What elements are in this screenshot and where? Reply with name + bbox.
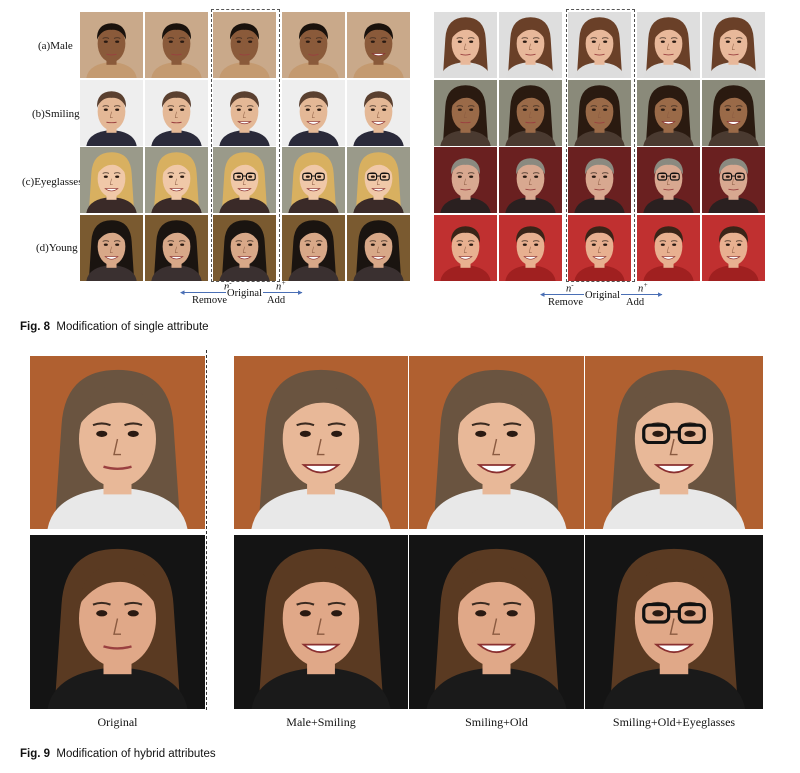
face-image (234, 535, 408, 709)
face-image (702, 80, 765, 146)
column-label-smiling-old: Smiling+Old (465, 715, 528, 729)
face-image (80, 12, 143, 78)
row-label-eyeglasses: (c)Eyeglasses (22, 176, 83, 188)
attribute-axis-right: ◂ ▸ n- n+ Remove Original Add (540, 281, 670, 308)
face-image (585, 356, 763, 529)
face-image (499, 80, 562, 146)
attribute-axis-left: ◂ ▸ n- n+ Remove Original Add (180, 279, 310, 306)
face-image (499, 147, 562, 213)
face-image (637, 80, 700, 146)
face-image (234, 356, 408, 529)
face-image (637, 12, 700, 78)
face-image (282, 80, 345, 146)
figure-9-caption: Fig. 9 Modification of hybrid attributes (20, 748, 216, 760)
original-label: Original (584, 290, 621, 301)
remove-label: Remove (192, 295, 227, 306)
face-image (347, 80, 410, 146)
face-image (80, 215, 143, 281)
face-image (347, 147, 410, 213)
face-image (434, 12, 497, 78)
column-label-original: Original (97, 715, 138, 729)
face-image (145, 147, 208, 213)
face-image (145, 80, 208, 146)
face-image (434, 215, 497, 281)
face-image (213, 12, 276, 78)
face-image (637, 147, 700, 213)
neg-direction-symbol: n (566, 283, 572, 295)
face-image (434, 147, 497, 213)
original-label: Original (226, 288, 263, 299)
face-image (213, 215, 276, 281)
face-image (145, 215, 208, 281)
face-image (145, 12, 208, 78)
arrow-right-icon: ▸ (298, 287, 303, 297)
face-image (637, 215, 700, 281)
figure-9-number: Fig. 9 (20, 748, 51, 760)
row-label-male: (a)Male (38, 40, 73, 52)
row-label-smiling: (b)Smiling (32, 108, 80, 120)
pos-direction-symbol: n (276, 281, 282, 293)
arrow-right-icon: ▸ (658, 289, 663, 299)
pos-direction-symbol: n (638, 283, 644, 295)
neg-direction-sup: - (571, 281, 574, 289)
face-image (213, 80, 276, 146)
face-image (434, 80, 497, 146)
figure-8-caption-text: Modification of single attribute (56, 321, 209, 333)
pos-direction-sup: + (643, 281, 648, 289)
column-label-smiling-old-eyeglasses: Smiling+Old+Eyeglasses (612, 715, 736, 729)
face-image (702, 147, 765, 213)
separator-dashed-line (206, 350, 207, 710)
face-image (30, 535, 205, 709)
add-label: Add (626, 297, 645, 308)
figure-9-caption-text: Modification of hybrid attributes (56, 748, 216, 760)
face-image (702, 215, 765, 281)
add-label: Add (267, 295, 286, 306)
arrow-left-icon: ◂ (540, 289, 545, 299)
face-image (702, 12, 765, 78)
face-image (568, 80, 631, 146)
column-label-male-smiling: Male+Smiling (286, 715, 356, 729)
face-image (282, 147, 345, 213)
face-image (568, 215, 631, 281)
face-image (282, 12, 345, 78)
original-column-highlight-right (566, 9, 635, 282)
neg-direction-sup: - (229, 279, 232, 287)
face-image (499, 215, 562, 281)
face-image (80, 80, 143, 146)
face-image (409, 535, 584, 709)
face-image (80, 147, 143, 213)
remove-label: Remove (548, 297, 583, 308)
face-image (409, 356, 584, 529)
row-label-young: (d)Young (36, 242, 78, 254)
neg-direction-symbol: n (224, 281, 230, 293)
figure-8-caption: Fig. 8 Modification of single attribute (20, 321, 209, 333)
face-image (499, 12, 562, 78)
face-image (347, 12, 410, 78)
face-image (347, 215, 410, 281)
face-image (30, 356, 205, 529)
figure-8-number: Fig. 8 (20, 321, 51, 333)
face-image (585, 535, 763, 709)
arrow-left-icon: ◂ (180, 287, 185, 297)
face-image (213, 147, 276, 213)
face-image (568, 12, 631, 78)
face-image (282, 215, 345, 281)
pos-direction-sup: + (281, 279, 286, 287)
face-image (568, 147, 631, 213)
original-column-highlight-left (211, 9, 280, 282)
